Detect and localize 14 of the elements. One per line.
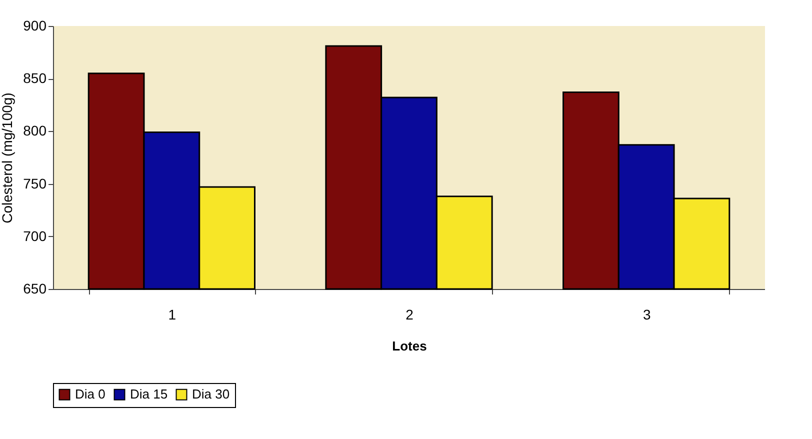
x-tick-label: 3 <box>642 306 651 322</box>
y-tick-label: 700 <box>23 228 47 244</box>
y-tick-label: 850 <box>23 70 47 86</box>
x-tick-label: 1 <box>168 306 176 322</box>
y-axis-title: Colesterol (mg/100g) <box>0 92 16 224</box>
legend-label: Dia 0 <box>75 386 106 402</box>
y-tick-label: 750 <box>23 175 47 192</box>
legend-label: Dia 15 <box>130 386 168 402</box>
x-tick-label: 2 <box>406 306 414 322</box>
legend-label: Dia 30 <box>192 386 230 402</box>
y-tick-label: 650 <box>23 280 47 296</box>
x-axis-title: Lotes <box>392 338 427 354</box>
y-tick-label: 900 <box>23 18 47 34</box>
y-tick-label: 800 <box>23 122 47 139</box>
